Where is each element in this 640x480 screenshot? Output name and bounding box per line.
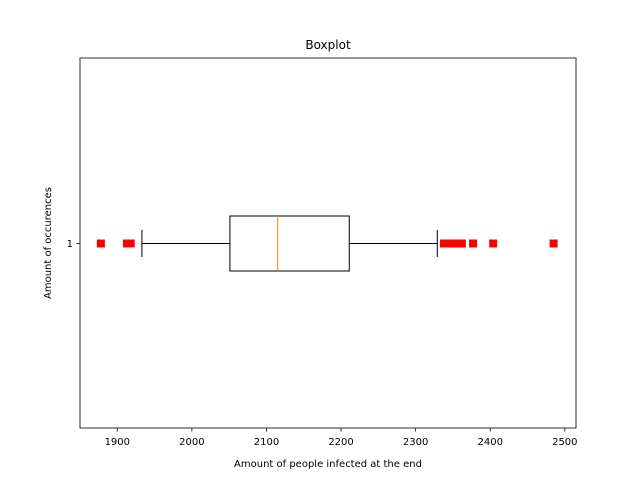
x-tick-label: 2300 <box>403 437 428 448</box>
x-tick-label: 2500 <box>552 437 577 448</box>
chart-title: Boxplot <box>305 38 351 52</box>
x-tick-label: 2200 <box>328 437 353 448</box>
box-iqr <box>229 215 350 272</box>
outlier-point <box>549 239 558 248</box>
outlier-point <box>457 239 466 248</box>
outlier-point <box>489 239 498 248</box>
x-tick-label: 2000 <box>179 437 204 448</box>
x-axis-ticks: 1900 2000 2100 2200 2300 2400 2500 <box>105 428 578 448</box>
y-axis-ticks: 1 <box>67 239 80 250</box>
x-tick-label: 2400 <box>477 437 502 448</box>
x-tick-label: 2100 <box>254 437 279 448</box>
x-axis-label: Amount of people infected at the end <box>234 459 422 470</box>
outlier-point <box>126 239 135 248</box>
outlier-point <box>469 239 478 248</box>
y-tick-label: 1 <box>67 239 73 250</box>
plot-marks <box>96 215 558 272</box>
plot-area-frame <box>79 57 577 429</box>
outlier-point <box>96 239 105 248</box>
x-tick-label: 1900 <box>105 437 130 448</box>
y-axis-label: Amount of occurences <box>43 187 54 299</box>
